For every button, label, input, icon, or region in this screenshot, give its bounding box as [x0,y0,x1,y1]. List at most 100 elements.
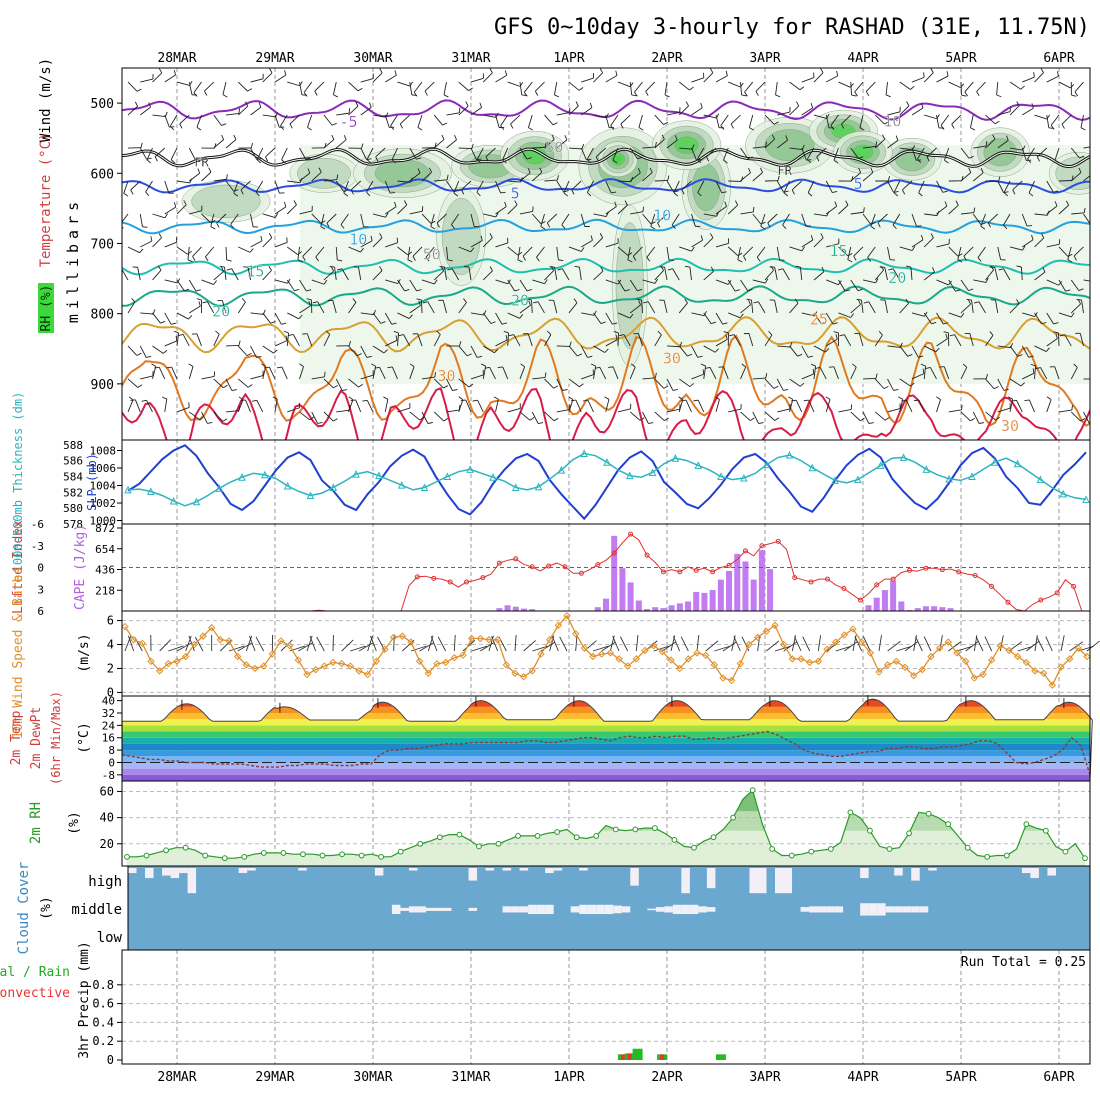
wind-barb [636,635,638,651]
upper-wind-barb [1059,82,1071,88]
rh-marker [144,853,149,858]
upper-wind-barb [410,412,420,420]
rh-marker [516,834,521,839]
bottom-date-label: 28MAR [157,1070,196,1085]
cape-bar [513,607,519,611]
upper-wind-barb-tick [440,267,445,268]
upper-wind-barb [373,73,382,82]
contour-label: 5 [511,185,520,203]
upper-wind-barb-tick [197,127,201,130]
rh-marker [613,827,618,832]
upper-wind-barb-tick [459,108,460,113]
cloud-middle-bar [409,906,418,912]
upper-wind-barb-tick [1021,86,1025,89]
upper-wind-barb [177,313,188,319]
upper-wind-barb [425,82,434,91]
upper-wind-barb [459,82,469,91]
upper-wind-barb-tick [358,88,362,91]
thickness-tick-label: 586 [63,455,83,468]
bottom-date-label: 2APR [651,1070,682,1085]
upper-wind-barb-tick [159,69,161,73]
contour-label: 30 [663,350,681,368]
rh-marker [711,835,716,840]
upper-wind-barb-tick [731,124,733,128]
upper-wind-barb [970,115,973,128]
upper-wind-barb-tick [178,334,183,335]
upper-wind-barb-tick [788,397,792,400]
upper-wind-barb-tick [315,91,317,95]
cape-bar [693,592,699,611]
top-date-label: 4APR [847,51,878,66]
upper-wind-barb-tick [176,237,177,242]
upper-wind-barb [361,79,374,82]
upper-wind-barb-tick [155,157,157,161]
upper-wind-barb [434,115,442,125]
upper-wind-barb-tick [153,309,155,314]
upper-wind-barb-tick [1027,226,1032,227]
rh-marker [828,847,833,852]
upper-wind-barb-tick [443,123,448,125]
upper-wind-barb [356,400,361,412]
upper-wind-barb [1010,82,1021,89]
upper-wind-barb [197,334,202,346]
cloud-high-bar [520,868,529,871]
upper-wind-barb-tick [554,386,558,388]
rh-marker [496,841,501,846]
upper-wind-barb [704,73,713,82]
upper-wind-barb [886,82,887,95]
upper-wind-barb-tick [269,233,272,237]
wind-barb [766,641,779,651]
upper-wind-barb [153,238,162,247]
cloud-middle-bar [588,905,597,914]
upper-wind-barb-tick [281,323,286,324]
upper-wind-barb-tick [193,256,196,260]
cloud-middle-bar [656,907,665,912]
upper-wind-barb [263,115,276,117]
cloud-middle-bar [826,906,835,912]
cape-bar [669,605,675,611]
upper-wind-barb [508,408,521,412]
upper-wind-barb [937,400,941,412]
cloud-middle-bar [426,908,435,911]
upper-wind-barb-tick [530,417,534,420]
wind-tick-label: 2 [107,661,114,675]
upper-wind-barb [287,313,299,319]
cloud-middle-bar [511,906,520,912]
upper-wind-barb [128,247,140,253]
cloud-high-bar [409,868,418,871]
upper-wind-barb-tick [325,372,326,377]
upper-wind-barb [251,79,264,82]
upper-wind-barb-tick [783,389,788,390]
upper-wind-barb-tick [962,405,963,410]
upper-wind-barb [153,346,164,353]
cloud-middle-bar [434,908,443,911]
upper-wind-barb [973,412,979,424]
cloud-high-bar [239,868,248,873]
rh-marker [320,853,325,858]
cloud-label: Cloud Cover [16,862,32,955]
upper-wind-barb [826,76,837,82]
upper-wind-barb [826,399,830,411]
upper-wind-barb-tick [571,400,576,401]
cape-bar [652,607,658,611]
upper-wind-barb-tick [576,102,578,106]
upper-wind-barb-tick [259,103,261,108]
upper-wind-barb-tick [214,280,217,284]
wind-barb [681,637,688,651]
upper-wind-barb [741,82,742,95]
upper-wind-barb-tick [837,71,838,76]
temp-band [122,775,1090,781]
cape-label: CAPE (J/kg) [73,524,88,610]
rh-blob [616,157,621,161]
upper-wind-barb-tick [232,390,237,391]
upper-wind-barb-tick [774,386,778,388]
upper-wind-barb [554,82,556,95]
upper-wind-barb [851,412,861,421]
upper-wind-barb-tick [290,124,292,128]
upper-wind-barb [275,280,288,283]
temp-tick-label: 40 [102,695,115,708]
wind-barb [794,636,801,651]
upper-wind-barb [275,115,279,127]
upper-wind-barb [165,115,170,127]
temp-tick-label: 32 [102,707,115,720]
